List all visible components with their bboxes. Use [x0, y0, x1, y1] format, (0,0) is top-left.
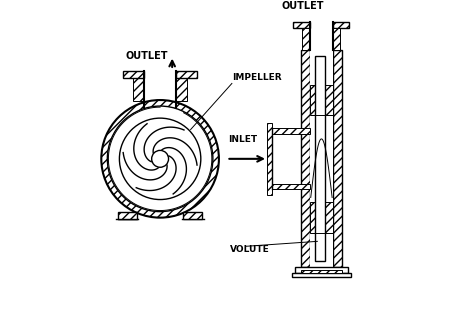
Bar	[333, 50, 342, 267]
Bar	[301, 50, 310, 267]
Bar	[310, 85, 333, 115]
Circle shape	[107, 106, 213, 211]
Circle shape	[119, 118, 201, 200]
Bar	[293, 22, 310, 28]
Circle shape	[152, 151, 169, 167]
Bar	[295, 267, 348, 273]
Bar	[301, 270, 342, 273]
Text: OUTLET: OUTLET	[125, 51, 168, 61]
Circle shape	[101, 100, 219, 218]
Bar	[302, 28, 310, 50]
Bar	[123, 72, 145, 78]
Text: VOLUTE: VOLUTE	[229, 245, 269, 254]
Bar	[315, 56, 325, 261]
Bar	[183, 212, 202, 219]
Bar	[333, 22, 349, 28]
Bar	[273, 184, 310, 189]
Bar	[133, 72, 145, 101]
Text: IMPELLER: IMPELLER	[232, 73, 282, 82]
Bar	[176, 72, 187, 101]
Bar	[267, 123, 273, 195]
Bar	[292, 273, 351, 277]
Bar	[176, 72, 198, 78]
Bar	[333, 28, 340, 50]
Bar	[310, 202, 333, 233]
Bar	[118, 212, 137, 219]
Bar	[310, 50, 333, 267]
Bar	[273, 128, 310, 134]
Text: OUTLET: OUTLET	[281, 1, 324, 11]
Text: INLET: INLET	[228, 135, 257, 144]
